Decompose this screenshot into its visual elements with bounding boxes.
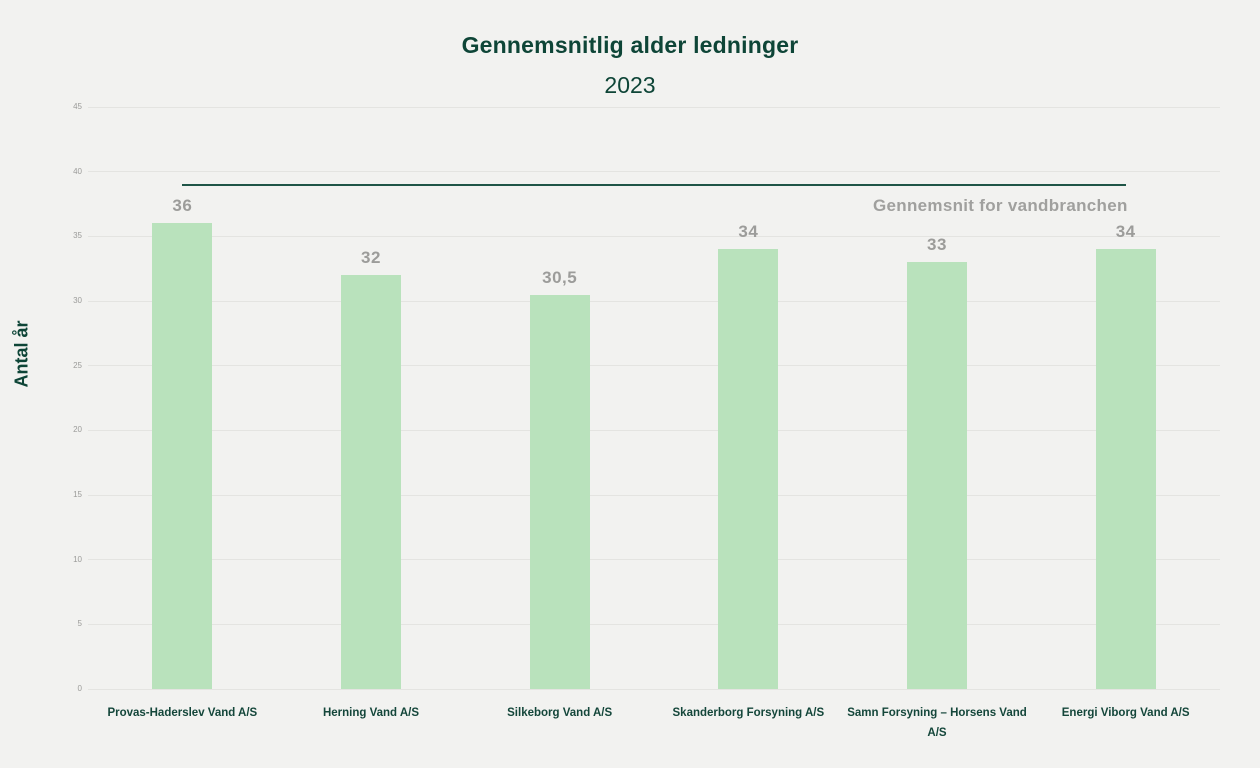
- bar-value-label: 30,5: [542, 267, 578, 287]
- y-tick-label: 10: [73, 554, 82, 564]
- gridline: [88, 559, 1220, 561]
- y-tick-label: 5: [77, 619, 82, 629]
- bar-value-label: 34: [738, 222, 759, 242]
- bar: [529, 294, 590, 689]
- y-tick-label: 30: [73, 296, 82, 305]
- gridline: [88, 623, 1220, 625]
- bar: [341, 275, 401, 689]
- y-tick-label: 0: [77, 684, 82, 693]
- y-tick-label: 25: [73, 360, 82, 370]
- bar-value-label: 34: [1115, 222, 1136, 242]
- x-category-label: Skanderborg Forsyning A/S: [672, 707, 825, 719]
- bar-value-label: 32: [361, 248, 381, 268]
- y-tick-label: 45: [73, 102, 82, 111]
- gridline: [88, 171, 1220, 173]
- y-tick-label: 20: [73, 425, 82, 435]
- bar: [152, 223, 213, 689]
- bar-value-label: 33: [927, 235, 947, 255]
- gridline: [88, 106, 1220, 108]
- y-tick-label: 35: [73, 231, 82, 241]
- bar-value-label: 36: [172, 196, 193, 216]
- plot-area: 36 32 30,5 34 33 34 Gennemsnit for vandbranche…: [88, 106, 1220, 690]
- x-category-label: Silkeborg Vand A/S: [507, 707, 613, 719]
- gridline: [88, 300, 1220, 302]
- gridline: [88, 235, 1220, 237]
- bar: [907, 262, 967, 689]
- bar: [1095, 249, 1156, 689]
- bar: [718, 249, 779, 689]
- reference-line: [182, 183, 1126, 186]
- gridline: [88, 494, 1220, 496]
- chart-title: Gennemsnitlig alder ledninger: [461, 32, 799, 58]
- y-axis-title: Antal år: [11, 320, 32, 388]
- y-tick-label: 40: [73, 166, 82, 176]
- gridline: [88, 365, 1220, 367]
- x-category-label: Provas-Haderslev Vand A/S: [107, 707, 258, 719]
- x-category-label: Samn Forsyning – Horsens Vand A/S: [847, 707, 1027, 739]
- x-category-label: Energi Viborg Vand A/S: [1061, 707, 1190, 719]
- y-tick-label: 15: [73, 490, 82, 499]
- gridline: [88, 688, 1220, 690]
- chart-subtitle: 2023: [604, 72, 656, 98]
- reference-line-label: Gennemsnit for vandbranchen: [873, 195, 1128, 215]
- x-category-label: Herning Vand A/S: [322, 707, 420, 719]
- gridline: [88, 429, 1220, 431]
